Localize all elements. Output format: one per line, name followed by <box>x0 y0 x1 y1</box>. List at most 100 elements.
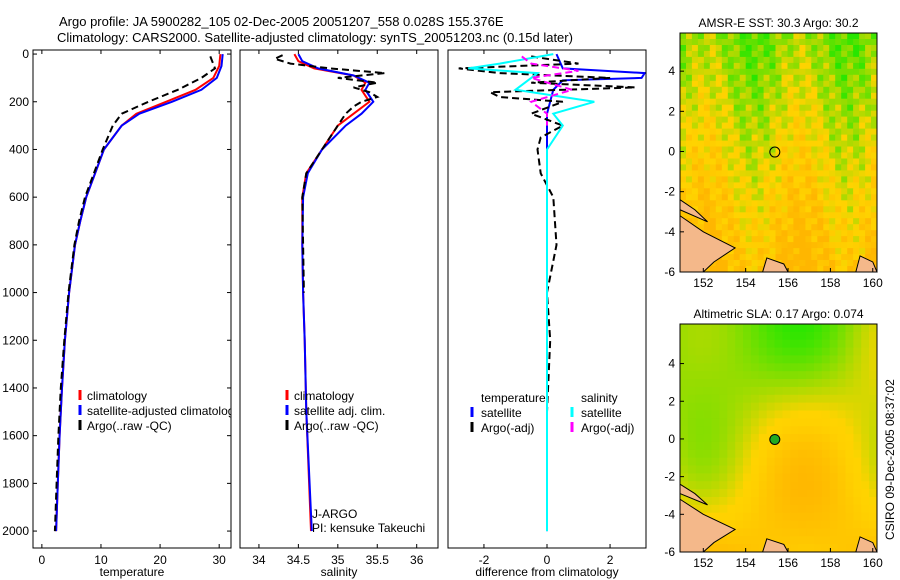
map-cell <box>774 394 783 404</box>
map-cell <box>711 355 720 364</box>
y-tick-label: 800 <box>9 238 29 252</box>
map-cell <box>865 80 872 88</box>
map-cell <box>757 236 765 243</box>
map-cell <box>811 140 818 148</box>
map-cell <box>687 497 697 506</box>
map-cell <box>861 324 870 333</box>
map-cell <box>691 122 699 130</box>
map-cell <box>835 218 842 225</box>
map-cell <box>823 56 830 64</box>
map-cell <box>841 254 848 261</box>
map-cell <box>709 266 717 273</box>
map-cell <box>781 45 788 52</box>
map-cell <box>709 122 717 130</box>
map-cell <box>739 98 747 106</box>
map-cell <box>837 441 846 451</box>
map-cell <box>721 50 729 58</box>
map-cell <box>845 426 854 435</box>
x-tick-label: 34 <box>252 553 266 567</box>
map-cell <box>750 434 760 443</box>
map-cell <box>763 62 771 70</box>
map-cell <box>869 441 878 451</box>
map-cell <box>703 441 712 451</box>
map-cell <box>715 104 723 112</box>
map-cell <box>758 339 768 349</box>
map-cell <box>687 363 697 372</box>
map-cell <box>727 128 735 136</box>
map-cell <box>814 355 823 364</box>
map-cell <box>686 218 693 225</box>
map-cell <box>743 489 752 498</box>
map-cell <box>769 176 776 183</box>
map-cell <box>686 128 693 136</box>
map-cell <box>709 224 717 231</box>
map-cell <box>823 134 830 142</box>
map-cell <box>697 158 705 165</box>
map-cell <box>766 379 776 388</box>
map-cell <box>845 449 854 459</box>
map-cell <box>703 339 712 349</box>
map-cell <box>695 355 705 364</box>
map-cell <box>769 39 776 46</box>
map-cell <box>781 146 788 153</box>
map-cell <box>727 347 736 356</box>
map-cell <box>787 80 794 88</box>
map-cell <box>703 80 711 88</box>
map-cell <box>769 92 776 100</box>
map-cell <box>775 50 782 58</box>
map-cell <box>869 512 878 522</box>
map-cell <box>733 176 741 183</box>
map-cell <box>766 394 776 404</box>
map-cell <box>835 74 842 82</box>
map-cell <box>853 176 860 183</box>
map-cell <box>847 188 854 195</box>
map-cell <box>751 45 759 52</box>
map-cell <box>817 266 824 273</box>
map-cell <box>847 39 854 46</box>
map-cell <box>835 254 842 261</box>
map-cell <box>805 248 812 255</box>
map-cell <box>781 200 788 207</box>
map-cell <box>823 200 830 207</box>
map-cell <box>865 182 872 189</box>
map-cell <box>814 528 823 537</box>
map-cell <box>750 536 760 545</box>
map-cell <box>766 402 776 411</box>
map-cell <box>758 418 768 427</box>
x-tick-label: 160 <box>863 276 883 290</box>
map-cell <box>829 188 836 195</box>
map-cell <box>680 441 689 451</box>
map-cell <box>750 465 760 474</box>
map-cell <box>798 426 807 435</box>
map-cell <box>680 497 689 506</box>
map-cell <box>727 50 735 58</box>
map-cell <box>781 260 788 267</box>
map-cell <box>703 68 711 76</box>
map-cell <box>811 62 818 70</box>
map-cell <box>686 50 693 58</box>
map-cell <box>733 39 741 46</box>
map-cell <box>837 497 846 506</box>
map-cell <box>869 465 878 474</box>
legend-label: Argo(..raw -QC) <box>87 419 172 433</box>
map-cell <box>695 331 705 341</box>
map-cell <box>806 363 815 372</box>
map-cell <box>733 140 741 148</box>
series-line-0 <box>293 53 371 532</box>
map-cell <box>821 481 831 490</box>
map-cell <box>853 50 860 58</box>
map-cell <box>733 50 741 58</box>
map-cell <box>829 158 836 165</box>
map-cell <box>837 457 846 467</box>
map-cell <box>814 394 823 404</box>
map-cell <box>871 39 878 46</box>
map-cell <box>711 386 720 396</box>
map-cell <box>703 176 711 183</box>
map-cell <box>721 39 729 46</box>
map-cell <box>837 434 846 443</box>
map-cell <box>829 128 836 136</box>
map-cell <box>853 339 862 349</box>
map-cell <box>782 402 791 411</box>
map-cell <box>793 134 800 142</box>
map-cell <box>703 134 711 142</box>
